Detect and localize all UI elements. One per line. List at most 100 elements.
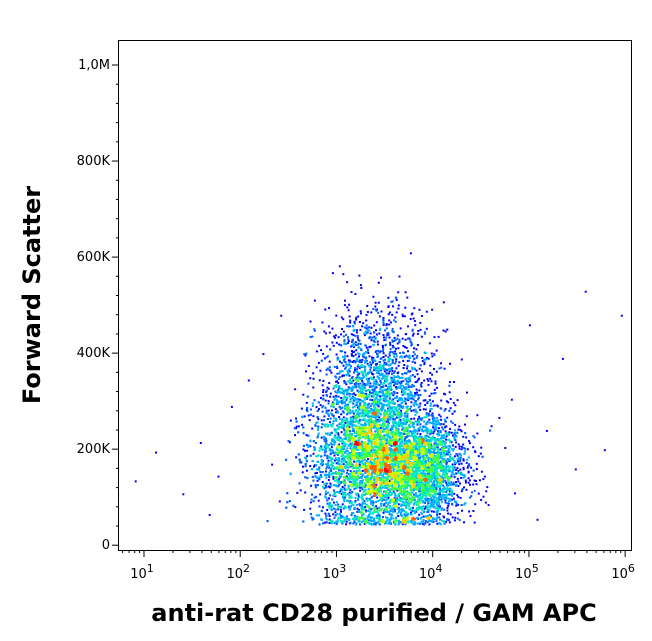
data-point (320, 359, 323, 362)
data-point (411, 343, 413, 346)
data-point (375, 393, 378, 396)
data-point (453, 519, 456, 522)
data-point (455, 431, 458, 434)
data-point (343, 374, 345, 377)
data-point (305, 370, 307, 373)
data-point (403, 510, 406, 513)
data-point (309, 507, 312, 510)
data-point (366, 395, 369, 398)
data-point (383, 339, 386, 342)
data-point (336, 521, 339, 524)
data-point (448, 498, 451, 501)
data-point (316, 476, 319, 479)
data-point (376, 308, 378, 311)
data-point (348, 426, 351, 429)
data-point (346, 342, 349, 345)
data-points (134, 252, 623, 526)
data-point (396, 497, 399, 500)
data-point (374, 416, 377, 419)
data-point (386, 494, 389, 497)
data-point (320, 475, 323, 478)
data-point (335, 523, 338, 526)
data-point (432, 475, 435, 478)
data-point (340, 460, 343, 463)
data-point (352, 427, 355, 430)
data-point (433, 388, 436, 391)
data-point (381, 389, 384, 392)
data-point (359, 403, 361, 406)
data-point (332, 414, 335, 417)
data-point (310, 498, 313, 501)
data-point (320, 460, 323, 463)
data-point (371, 358, 373, 361)
data-point (406, 441, 409, 444)
data-point (339, 426, 341, 429)
data-point (344, 436, 347, 439)
data-point (366, 517, 369, 520)
data-point (428, 509, 431, 512)
data-point (480, 498, 483, 501)
data-point (329, 482, 332, 485)
data-point (353, 424, 356, 427)
data-point (367, 434, 370, 437)
data-point (332, 464, 334, 467)
data-point (442, 469, 445, 472)
data-point (339, 481, 342, 484)
data-point (448, 449, 451, 452)
data-point (349, 488, 352, 491)
data-point (383, 374, 386, 377)
data-point (294, 434, 296, 437)
data-point (384, 522, 387, 525)
data-point (401, 432, 404, 435)
data-point (439, 423, 442, 426)
data-point (439, 518, 442, 521)
data-point (328, 515, 331, 517)
data-point (443, 409, 446, 412)
data-point (398, 398, 401, 401)
data-point (370, 311, 373, 314)
data-point (443, 392, 445, 395)
data-point (373, 359, 376, 362)
data-point (401, 523, 404, 526)
data-point (387, 420, 390, 423)
data-point (429, 408, 432, 410)
data-point (447, 453, 450, 456)
data-point (400, 508, 403, 511)
data-point (325, 470, 327, 473)
data-point (419, 490, 422, 492)
data-point (295, 456, 298, 459)
data-point (349, 387, 352, 390)
data-point (435, 427, 438, 430)
data-point (346, 450, 349, 453)
data-point (346, 418, 349, 421)
data-point (386, 471, 389, 474)
data-point (388, 512, 391, 515)
data-point (339, 475, 342, 478)
data-point (436, 405, 439, 408)
data-point (333, 417, 336, 420)
data-point (419, 487, 421, 490)
data-point (339, 490, 342, 493)
data-point (413, 510, 416, 513)
data-point (354, 341, 357, 344)
data-point (392, 507, 395, 510)
data-point (407, 380, 410, 383)
data-point (444, 496, 447, 499)
data-point (444, 445, 447, 448)
data-point (347, 336, 349, 339)
data-point (317, 401, 320, 404)
data-point (417, 406, 420, 409)
data-point (372, 382, 375, 385)
data-point (336, 491, 339, 493)
data-point (433, 477, 436, 480)
data-point (349, 505, 352, 508)
data-point (347, 479, 350, 481)
data-point (443, 458, 446, 461)
data-point (365, 327, 368, 330)
data-point (385, 323, 388, 326)
data-point (298, 458, 301, 461)
data-point (393, 376, 396, 378)
data-point (361, 479, 364, 482)
data-point (338, 513, 341, 516)
data-point (311, 335, 314, 338)
